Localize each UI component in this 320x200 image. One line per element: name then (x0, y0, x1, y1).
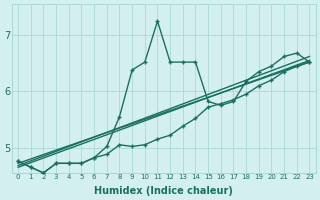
X-axis label: Humidex (Indice chaleur): Humidex (Indice chaleur) (94, 186, 233, 196)
